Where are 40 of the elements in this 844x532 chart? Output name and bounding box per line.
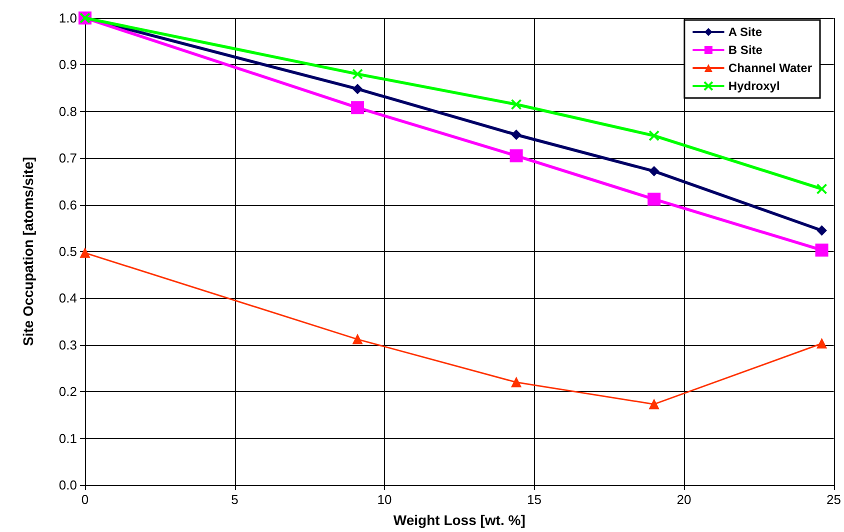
y-tick-label: 0.1 xyxy=(58,430,77,446)
y-tick-label: 0.2 xyxy=(58,384,77,400)
y-axis-title: Site Occupation [atoms/site] xyxy=(20,156,36,346)
point xyxy=(511,130,522,140)
legend-label: A Site xyxy=(728,25,762,39)
x-axis-title: Weight Loss [wt. %] xyxy=(393,512,526,528)
legend-label: Hydroxyl xyxy=(728,79,780,93)
y-tick-label: 0.7 xyxy=(58,150,77,166)
point xyxy=(816,338,827,348)
y-tick-label: 0.8 xyxy=(58,104,77,119)
point xyxy=(510,98,522,110)
point xyxy=(815,244,828,257)
point xyxy=(649,399,660,410)
point xyxy=(648,192,661,206)
x-tick-label: 15 xyxy=(527,492,542,507)
y-tick-label: 0.6 xyxy=(58,197,77,212)
point xyxy=(510,149,523,162)
point xyxy=(816,183,828,194)
point xyxy=(816,225,827,236)
legend-label: B Site xyxy=(728,43,763,57)
point xyxy=(649,166,660,176)
y-tick-label: 0.3 xyxy=(58,337,77,352)
y-tick-label: 0.5 xyxy=(58,244,77,259)
y-tick-label: 0.9 xyxy=(58,57,77,72)
x-tick-label: 0 xyxy=(81,492,89,507)
point xyxy=(352,84,363,94)
point xyxy=(648,130,660,142)
point xyxy=(511,377,522,388)
point xyxy=(352,334,363,344)
y-tick-label: 1.0 xyxy=(58,10,77,26)
x-tick-label: 20 xyxy=(676,492,692,507)
legend-label: Channel Water xyxy=(728,61,812,75)
point xyxy=(352,68,364,80)
point xyxy=(80,248,90,258)
y-tick-label: 0.4 xyxy=(58,290,77,306)
point xyxy=(351,101,364,114)
x-tick-label: 5 xyxy=(231,492,238,507)
x-tick-label: 25 xyxy=(826,492,842,507)
x-tick-label: 10 xyxy=(377,492,392,507)
y-tick-label: 0.0 xyxy=(58,478,77,492)
